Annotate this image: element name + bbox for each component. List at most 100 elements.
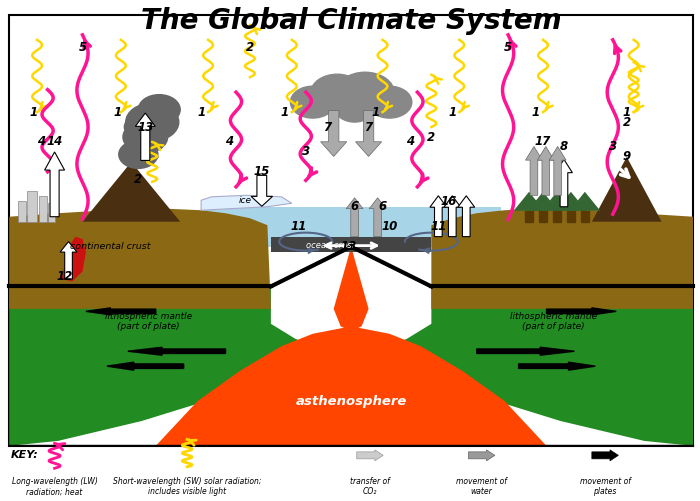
FancyArrow shape bbox=[128, 347, 225, 355]
Polygon shape bbox=[351, 289, 693, 446]
Text: 6: 6 bbox=[351, 200, 358, 213]
FancyArrow shape bbox=[556, 159, 573, 207]
Circle shape bbox=[290, 86, 335, 118]
Text: 13: 13 bbox=[137, 121, 153, 134]
Text: 11: 11 bbox=[430, 220, 447, 233]
Text: 9: 9 bbox=[623, 150, 631, 163]
Text: 2: 2 bbox=[134, 173, 142, 186]
Bar bbox=[18, 201, 26, 222]
Text: 2: 2 bbox=[623, 116, 631, 129]
Text: 2: 2 bbox=[427, 130, 435, 143]
Text: 8: 8 bbox=[560, 140, 568, 153]
Circle shape bbox=[123, 121, 167, 153]
FancyArrow shape bbox=[519, 362, 595, 370]
Text: ocean crust: ocean crust bbox=[306, 240, 355, 249]
Text: 1: 1 bbox=[532, 106, 540, 119]
Text: asthenosphere: asthenosphere bbox=[295, 395, 407, 407]
Polygon shape bbox=[556, 192, 587, 211]
Text: continental crust: continental crust bbox=[70, 242, 150, 251]
Circle shape bbox=[126, 103, 178, 141]
Polygon shape bbox=[9, 289, 351, 446]
Circle shape bbox=[311, 74, 364, 112]
FancyArrow shape bbox=[86, 308, 156, 315]
Polygon shape bbox=[62, 236, 86, 282]
Text: 5: 5 bbox=[78, 41, 87, 54]
FancyArrow shape bbox=[444, 196, 461, 236]
FancyArrow shape bbox=[357, 450, 383, 461]
Text: 4: 4 bbox=[225, 135, 233, 148]
Text: 4: 4 bbox=[36, 135, 45, 148]
FancyArrow shape bbox=[107, 362, 183, 370]
Text: 13: 13 bbox=[341, 240, 357, 253]
FancyArrow shape bbox=[251, 175, 272, 206]
Polygon shape bbox=[132, 154, 159, 167]
Polygon shape bbox=[592, 157, 662, 222]
Bar bbox=[27, 191, 37, 222]
Text: 7: 7 bbox=[323, 121, 331, 134]
Polygon shape bbox=[514, 192, 545, 211]
Text: 1: 1 bbox=[197, 106, 205, 119]
FancyArrow shape bbox=[526, 146, 543, 195]
Polygon shape bbox=[9, 208, 271, 309]
FancyArrow shape bbox=[135, 113, 155, 160]
Polygon shape bbox=[528, 192, 559, 211]
Text: The Global Climate System: The Global Climate System bbox=[141, 8, 561, 36]
FancyArrow shape bbox=[468, 450, 495, 461]
Text: 12: 12 bbox=[57, 270, 74, 283]
Text: movement of
plates: movement of plates bbox=[580, 477, 631, 496]
Text: 1: 1 bbox=[113, 106, 121, 119]
FancyArrow shape bbox=[550, 146, 566, 195]
FancyArrow shape bbox=[458, 196, 475, 236]
Polygon shape bbox=[271, 236, 431, 252]
Polygon shape bbox=[156, 326, 547, 446]
Text: 11: 11 bbox=[290, 220, 307, 233]
Text: 3: 3 bbox=[302, 145, 310, 158]
FancyArrow shape bbox=[547, 308, 616, 315]
Text: 10: 10 bbox=[382, 220, 398, 233]
Polygon shape bbox=[431, 208, 693, 309]
Circle shape bbox=[335, 94, 375, 122]
Text: 5: 5 bbox=[504, 41, 512, 54]
Text: ice: ice bbox=[239, 196, 251, 205]
Bar bbox=[567, 211, 575, 222]
Text: movement of
water: movement of water bbox=[456, 477, 507, 496]
Text: Long-wavelength (LW)
radiation; heat: Long-wavelength (LW) radiation; heat bbox=[12, 477, 97, 496]
Text: lithospheric mantle
(part of plate): lithospheric mantle (part of plate) bbox=[510, 312, 597, 331]
Text: 1: 1 bbox=[372, 106, 379, 119]
FancyArrow shape bbox=[60, 241, 77, 279]
Circle shape bbox=[368, 86, 412, 118]
FancyArrow shape bbox=[369, 198, 386, 236]
Polygon shape bbox=[542, 192, 573, 211]
FancyArrow shape bbox=[356, 111, 382, 156]
Text: transfer of
CO₂: transfer of CO₂ bbox=[350, 477, 390, 496]
Text: lithospheric mantle
(part of plate): lithospheric mantle (part of plate) bbox=[105, 312, 192, 331]
Circle shape bbox=[125, 115, 159, 139]
Circle shape bbox=[119, 140, 158, 168]
Text: 15: 15 bbox=[253, 165, 270, 178]
Bar bbox=[553, 211, 561, 222]
Text: 7: 7 bbox=[365, 121, 372, 134]
Text: KEY:: KEY: bbox=[10, 450, 38, 460]
FancyArrow shape bbox=[538, 146, 554, 195]
Circle shape bbox=[336, 72, 394, 114]
FancyArrow shape bbox=[592, 450, 618, 461]
Text: 16: 16 bbox=[441, 195, 457, 208]
Text: 1: 1 bbox=[448, 106, 456, 119]
FancyArrow shape bbox=[477, 347, 575, 355]
Text: 3: 3 bbox=[609, 140, 617, 153]
Polygon shape bbox=[83, 162, 180, 222]
Text: 4: 4 bbox=[407, 135, 414, 148]
Text: 14: 14 bbox=[46, 135, 63, 148]
Text: 17: 17 bbox=[535, 135, 551, 148]
Text: 2: 2 bbox=[246, 41, 254, 54]
Circle shape bbox=[139, 95, 180, 125]
Text: 1: 1 bbox=[29, 106, 38, 119]
Polygon shape bbox=[570, 192, 600, 211]
Text: 6: 6 bbox=[379, 200, 386, 213]
Text: Short-wavelength (SW) solar radiation;
includes visible light: Short-wavelength (SW) solar radiation; i… bbox=[113, 477, 261, 496]
Polygon shape bbox=[201, 207, 501, 246]
FancyArrow shape bbox=[45, 152, 64, 217]
FancyArrow shape bbox=[321, 111, 346, 156]
Bar bbox=[48, 203, 55, 222]
Polygon shape bbox=[334, 246, 369, 331]
